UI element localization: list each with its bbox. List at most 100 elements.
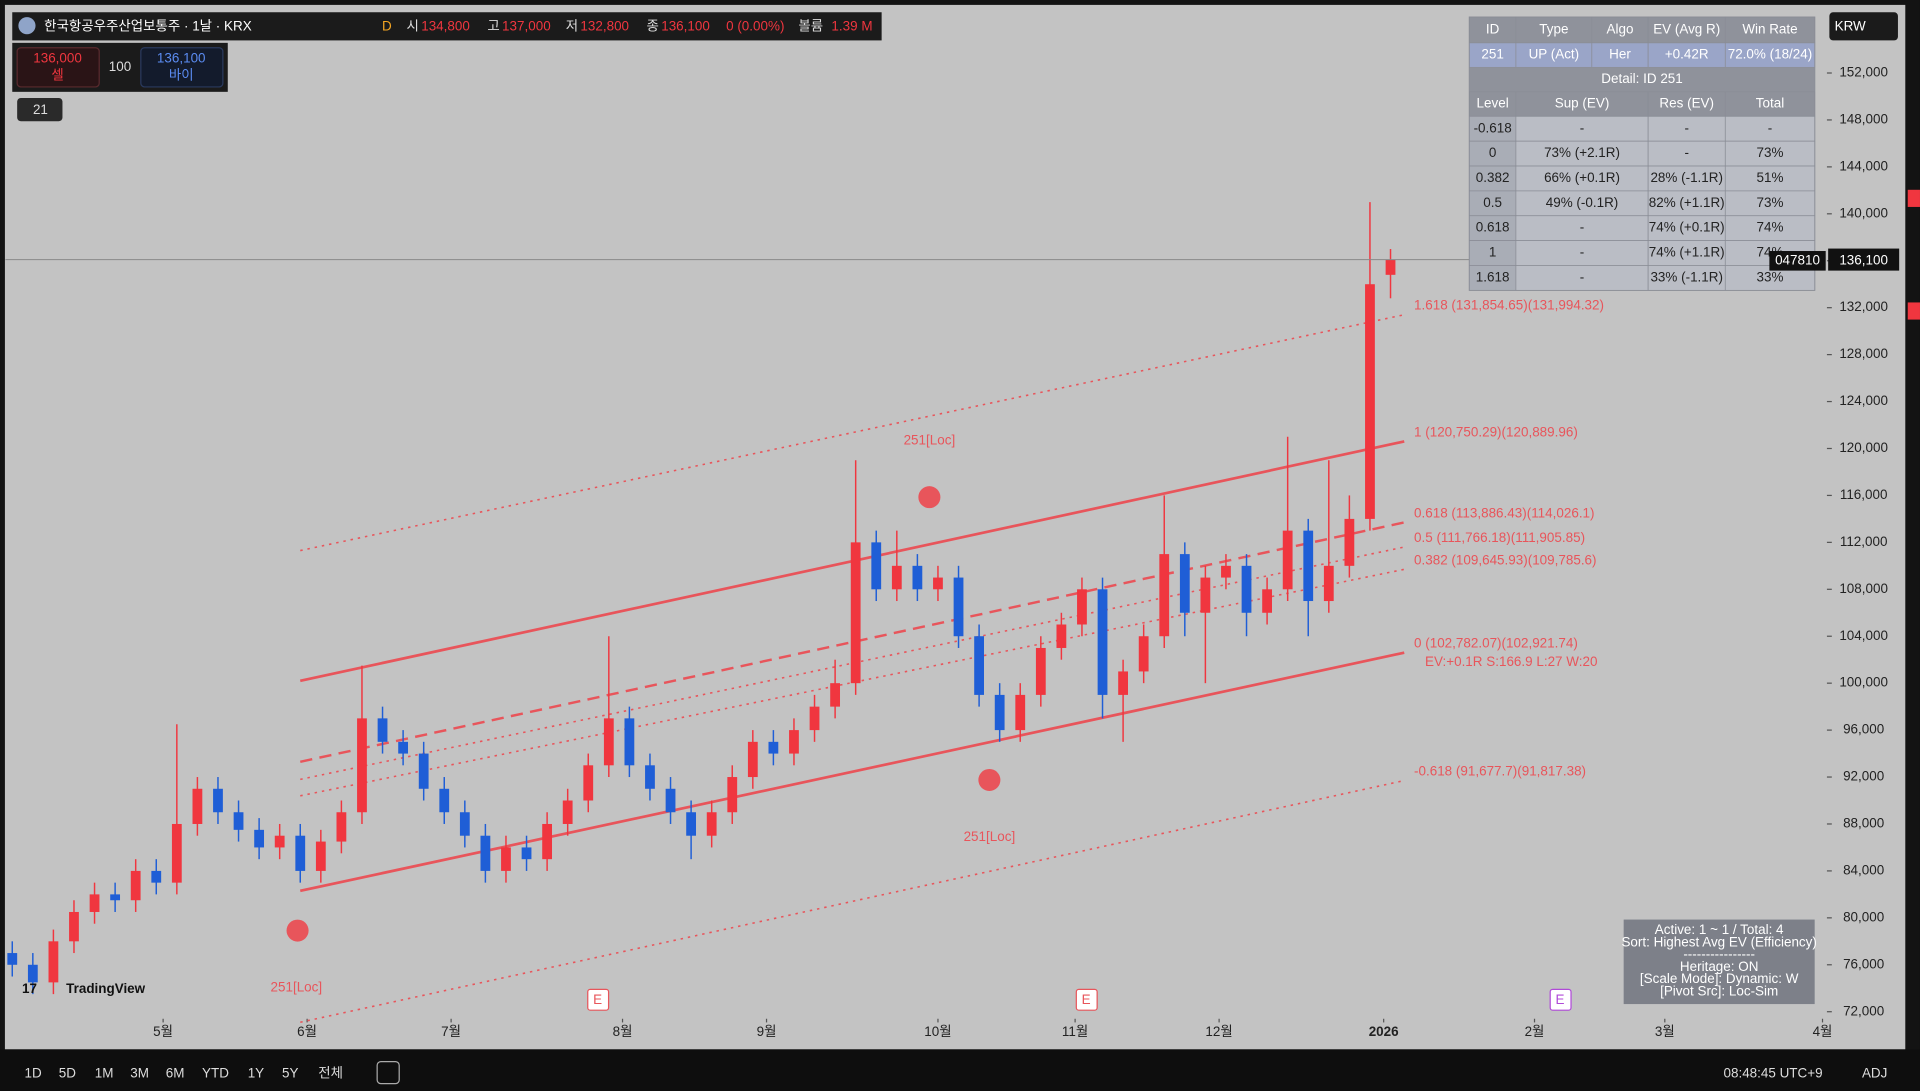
candle-body [933,577,943,590]
candle-body [830,683,841,707]
detail-header-text: Level [1477,96,1509,111]
range-button[interactable]: 5D [59,1065,76,1080]
symbol-logo [18,17,36,35]
table-row-text: +0.42R [1665,47,1709,62]
range-button[interactable]: 3M [130,1065,149,1080]
detail-row-text: - [1580,269,1584,284]
candle-body [891,565,902,590]
price-tag [1828,248,1900,271]
info-line: [Pivot Src]: Loc-Sim [1660,983,1778,998]
symbol-tag [1769,251,1826,271]
table-row-text: UP (Act) [1529,47,1580,62]
toolbar-buttons: 1D 5D 1M 3M 6M YTD 1Y 5Y 전체 [24,1065,343,1080]
candle-body [583,765,594,801]
detail-row-text: 0.382 [1476,170,1510,185]
y-tick-label: 140,000 [1839,205,1888,220]
pivot-marker [978,768,1001,792]
detail-row-text: 73% [1757,195,1784,210]
detail-row-text: 73% [1757,145,1784,160]
detail-title: Detail: ID 251 [1601,71,1683,86]
logo-mark: 17 [22,981,37,996]
y-tick-label: 112,000 [1840,534,1888,549]
event-marker[interactable] [1549,988,1572,1011]
stats-table: ID Type Algo EV (Avg R) Win Rate 251 UP (Act) H… [1468,16,1816,291]
detail-header-text: Res (EV) [1659,96,1714,111]
detail-row-text: 1 [1489,245,1496,260]
candle-body [1077,589,1087,625]
detail-row-cell [1647,240,1726,266]
adj[interactable]: ADJ [1862,1065,1887,1080]
indicator-toggle[interactable] [17,97,63,122]
candle-body [953,577,964,637]
ev-summary: EV:+0.1R S:166.9 L:27 W:20 [1425,654,1597,669]
detail-row-text: 33% (-1.1R) [1650,269,1723,284]
range-button[interactable]: 1D [24,1065,41,1080]
candle-body [1097,589,1108,695]
ohlc-value: 132,800 [580,19,629,34]
detail-row-cell [1515,115,1649,142]
table-header-cell [1647,16,1726,44]
level-line [299,521,1405,763]
volume: 1.39 M [831,19,872,34]
y-tick-label: 92,000 [1843,769,1884,784]
currency-button[interactable] [1829,12,1898,41]
table-row-cell [1515,42,1593,68]
range-button[interactable]: YTD [202,1065,229,1080]
level-label: -0.618 (91,677.7)(91,817.38) [1414,764,1586,779]
detail-row-cell [1469,165,1517,192]
candle-body [1241,565,1252,613]
candle-body [377,718,388,742]
info-line: Heritage: ON [1680,959,1759,974]
event-label: E [593,992,602,1007]
table-header-cell [1469,16,1517,44]
level-line [300,313,1405,552]
ohlc-label: 시 [407,19,419,34]
y-tick-label: 96,000 [1843,722,1884,737]
candle-body [27,964,38,983]
range-button[interactable]: 6M [166,1065,185,1080]
range-button[interactable]: 1Y [248,1065,264,1080]
x-tick-label: 9월 [757,1024,777,1039]
candle-body [665,788,676,813]
event-label: E [1082,992,1091,1007]
pivot-marker [286,919,309,942]
candle-body [789,730,799,754]
candle-body [233,812,244,830]
candle-body [418,753,429,789]
detail-row-text: 28% (-1.1R) [1650,170,1723,185]
range-button[interactable]: 1M [95,1065,114,1080]
range-button[interactable]: 전체 [318,1065,343,1080]
compare-button[interactable] [376,1061,400,1085]
x-tick-label: 8월 [613,1024,633,1039]
event-marker[interactable] [587,988,610,1011]
candle-body [1200,577,1211,613]
candle-body [706,812,717,836]
sell-button[interactable] [16,47,100,88]
x-tick-label: 11월 [1062,1024,1088,1039]
level-label: 1 (120,750.29)(120,889.96) [1414,424,1578,439]
event-marker[interactable] [1075,988,1098,1011]
alert-marker [1907,189,1920,207]
detail-row-text: 49% (-0.1R) [1546,195,1619,210]
range-button[interactable]: 5Y [282,1065,298,1080]
buy-button[interactable] [140,47,224,88]
table-header-cell [1515,16,1593,44]
table-row-cell [1724,42,1816,68]
x-tick-label: 7월 [441,1024,461,1039]
info-line: Sort: Highest Avg EV (Efficiency) [1621,934,1816,949]
alert-marker [1907,302,1920,320]
candle-body [7,953,18,965]
level-line [300,779,1405,1024]
x-tick-label: 6월 [297,1024,317,1039]
info-line: Active: 1 ~ 1 / Total: 4 [1655,922,1784,937]
detail-row-cell [1724,215,1816,241]
table-row-text: 72.0% (18/24) [1728,47,1813,62]
candle-body [48,941,59,983]
pivot-marker [918,486,941,509]
detail-row-cell [1515,215,1649,241]
ohlc-label: 종 [647,19,659,34]
buy-label: 바이 [169,67,194,82]
sell-label: 셀 [51,67,63,82]
x-tick-label: 4월 [1813,1024,1833,1039]
